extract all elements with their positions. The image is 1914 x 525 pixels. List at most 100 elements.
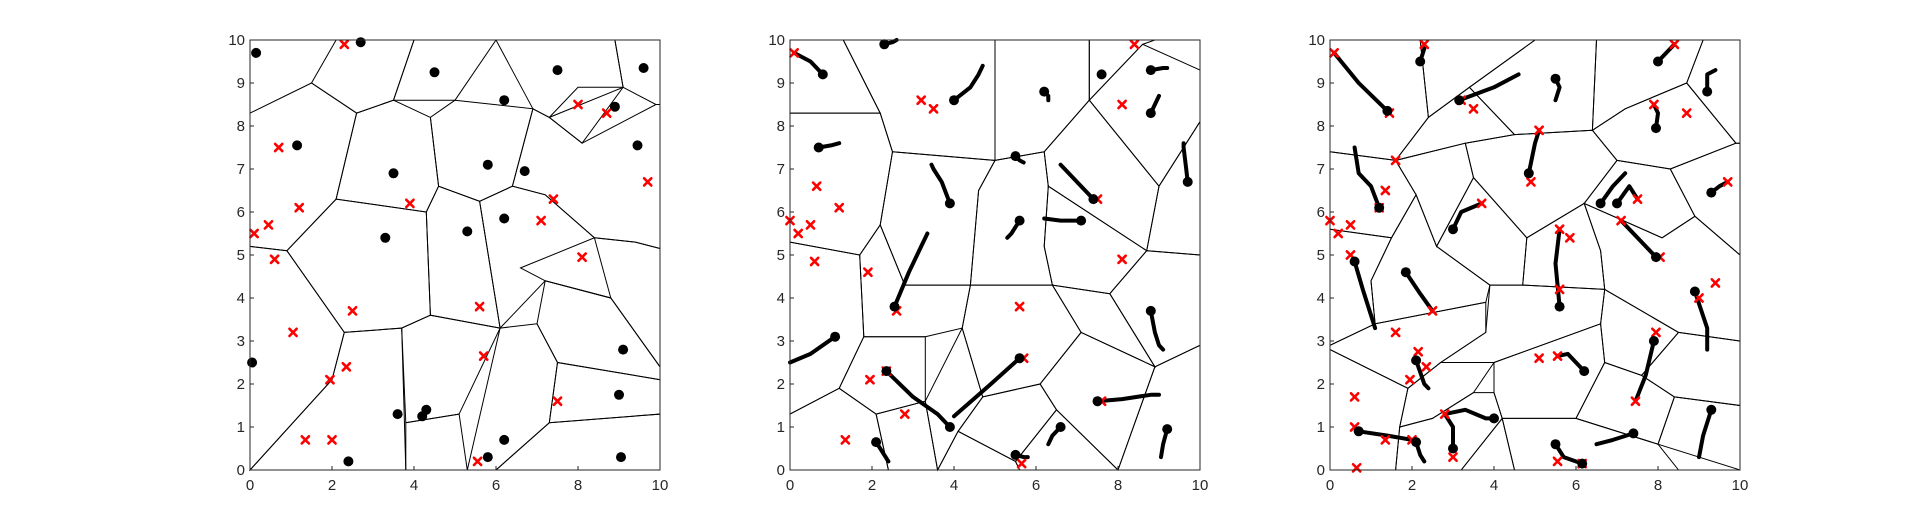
y-tick-label: 7 <box>777 161 785 178</box>
target-marker <box>1419 39 1430 50</box>
x-tick-label: 8 <box>1114 477 1122 494</box>
target-marker <box>325 374 335 385</box>
target-marker <box>1380 185 1391 196</box>
target-marker <box>1526 177 1536 187</box>
x-tick-label: 0 <box>246 477 254 494</box>
agent-marker <box>247 357 258 368</box>
y-tick-label: 6 <box>777 204 785 221</box>
trajectory-line <box>788 334 838 365</box>
target-markers <box>249 39 653 467</box>
voronoi-cell <box>614 39 661 105</box>
agent-marker <box>638 63 649 73</box>
voronoi-cell <box>1014 409 1120 471</box>
agent-marker <box>1014 215 1025 226</box>
trajectory-line <box>1414 358 1431 391</box>
agent-marker <box>1374 202 1385 213</box>
target-marker <box>811 181 822 192</box>
trajectory-line <box>1442 407 1496 421</box>
x-tick-label: 4 <box>410 477 418 494</box>
y-tick-label: 7 <box>237 161 245 178</box>
agent-marker <box>1702 86 1713 97</box>
target-marker <box>1345 220 1356 230</box>
agent-marker <box>1096 69 1107 80</box>
agent-marker <box>1448 224 1458 235</box>
chart-panel-1: 0 2 4 6 8 10 0 1 2 3 4 5 6 7 8 9 10 <box>228 32 668 494</box>
target-marker <box>1649 99 1659 110</box>
target-marker <box>1439 409 1450 419</box>
x-tick-label: 8 <box>1654 477 1662 494</box>
voronoi-cell <box>405 413 468 471</box>
agent-marker <box>1595 198 1606 209</box>
target-marker <box>1534 353 1544 364</box>
agent-trajectories <box>1332 42 1730 466</box>
voronoi-cell <box>859 223 972 338</box>
agent-marker <box>1579 366 1590 377</box>
target-marker <box>1390 155 1401 166</box>
y-tick-label: 9 <box>1317 75 1325 92</box>
voronoi-cell <box>1329 301 1487 389</box>
agent-marker <box>1145 305 1156 316</box>
agent-marker <box>1055 422 1066 432</box>
agent-marker <box>632 140 643 151</box>
y-tick-label: 2 <box>777 376 785 393</box>
x-tick-label: 2 <box>868 477 876 494</box>
trajectory-line <box>1332 50 1390 113</box>
agent-marker <box>499 434 510 445</box>
trajectory-line <box>1555 351 1587 374</box>
voronoi-cell <box>1686 39 1741 144</box>
agent-marker <box>1448 443 1458 454</box>
target-marker <box>269 254 280 265</box>
agent-marker <box>1182 176 1193 187</box>
y-tick-label: 9 <box>777 75 785 92</box>
y-tick-label: 9 <box>237 75 245 92</box>
voronoi-cell <box>838 336 926 415</box>
voronoi-cell <box>936 430 1021 471</box>
target-marker <box>1329 48 1339 58</box>
target-marker <box>1427 306 1438 316</box>
voronoi-cell <box>548 361 661 424</box>
trajectory-line <box>1058 162 1096 202</box>
axes-box <box>1329 39 1741 471</box>
target-marker <box>1014 301 1025 312</box>
agent-marker <box>1653 56 1663 67</box>
agent-marker <box>817 69 828 80</box>
target-marker <box>327 435 337 445</box>
agent-marker <box>830 331 841 342</box>
voronoi-cells <box>1329 39 1741 471</box>
target-marker <box>1413 346 1424 357</box>
y-tick-label: 4 <box>1317 290 1325 307</box>
target-marker <box>834 202 845 213</box>
target-marker <box>865 374 875 385</box>
target-marker <box>1117 99 1127 110</box>
target-marker <box>1651 327 1661 338</box>
voronoi-cell <box>494 413 661 471</box>
agent-marker <box>1411 355 1422 366</box>
target-marker <box>341 361 352 372</box>
agent-marker <box>1010 151 1021 162</box>
trajectory-line <box>1633 339 1656 404</box>
trajectory-line <box>1553 227 1562 309</box>
trajectory-line <box>1553 442 1585 466</box>
target-marker <box>249 228 259 239</box>
agent-marker <box>871 437 882 448</box>
agent-marker <box>1628 428 1639 439</box>
voronoi-cell <box>511 104 661 250</box>
agent-marker <box>482 159 493 170</box>
y-tick-label: 1 <box>1317 419 1325 436</box>
target-marker <box>1632 194 1643 204</box>
trajectory-line <box>874 440 891 464</box>
target-marker <box>577 252 587 263</box>
voronoi-cell <box>1575 361 1676 445</box>
y-tick-label: 5 <box>237 247 245 264</box>
y-tick-label: 7 <box>1317 161 1325 178</box>
agent-marker <box>609 101 620 112</box>
voronoi-cell <box>789 112 894 256</box>
voronoi-cell <box>536 280 661 381</box>
agent-marker <box>879 39 890 50</box>
agent-marker <box>881 366 892 377</box>
x-tick-label: 0 <box>786 477 794 494</box>
voronoi-cell <box>286 198 431 333</box>
target-marker <box>793 228 804 239</box>
y-tick-label: 4 <box>237 290 245 307</box>
voronoi-cell <box>466 323 559 471</box>
